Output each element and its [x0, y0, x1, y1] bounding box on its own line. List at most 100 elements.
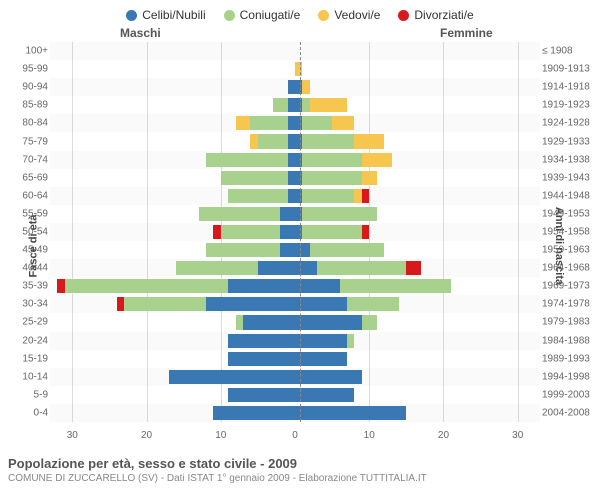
age-row: 40-441964-1968 — [50, 259, 540, 277]
bar-segment-celibi — [280, 207, 295, 221]
footer-title: Popolazione per età, sesso e stato civil… — [8, 456, 592, 471]
bar-group — [50, 225, 540, 239]
birth-year-label: 1979-1983 — [542, 317, 598, 328]
bar-group — [50, 44, 540, 58]
female-bars — [295, 207, 540, 221]
age-row: 60-641944-1948 — [50, 187, 540, 205]
x-tick: 30 — [67, 430, 78, 441]
age-row: 15-191989-1993 — [50, 350, 540, 368]
female-bars — [295, 370, 540, 384]
age-label: 40-44 — [4, 263, 48, 274]
bar-segment-coniugati — [228, 189, 287, 203]
male-bars — [50, 116, 295, 130]
bar-segment-divorziati — [362, 225, 369, 239]
age-label: 85-89 — [4, 100, 48, 111]
bar-segment-vedovi — [250, 134, 257, 148]
female-bars — [295, 171, 540, 185]
age-label: 10-14 — [4, 371, 48, 382]
male-bars — [50, 370, 295, 384]
bar-group — [50, 315, 540, 329]
male-bars — [50, 44, 295, 58]
bar-segment-celibi — [295, 243, 310, 257]
female-bars — [295, 261, 540, 275]
age-label: 45-49 — [4, 245, 48, 256]
female-bars — [295, 297, 540, 311]
age-label: 50-54 — [4, 226, 48, 237]
age-label: 55-59 — [4, 208, 48, 219]
female-bars — [295, 315, 540, 329]
bar-group — [50, 207, 540, 221]
bar-segment-coniugati — [221, 225, 280, 239]
x-tick: 10 — [364, 430, 375, 441]
female-bars — [295, 62, 540, 76]
legend-label: Divorziati/e — [414, 8, 473, 22]
birth-year-label: 1954-1958 — [542, 226, 598, 237]
age-row: 5-91999-2003 — [50, 386, 540, 404]
plot-area: Fasce di età Anni di nascita 100+≤ 19089… — [0, 42, 600, 450]
male-bars — [50, 153, 295, 167]
legend-swatch — [126, 10, 137, 21]
female-bars — [295, 116, 540, 130]
age-row: 20-241984-1988 — [50, 332, 540, 350]
birth-year-label: 1919-1923 — [542, 100, 598, 111]
birth-year-label: 1989-1993 — [542, 353, 598, 364]
bar-segment-celibi — [295, 388, 354, 402]
birth-year-label: ≤ 1908 — [542, 46, 598, 57]
male-bars — [50, 225, 295, 239]
gender-label-male: Maschi — [120, 26, 161, 40]
age-label: 95-99 — [4, 64, 48, 75]
male-bars — [50, 352, 295, 366]
legend-label: Vedovi/e — [334, 8, 380, 22]
age-row: 35-391969-1973 — [50, 277, 540, 295]
bar-segment-coniugati — [340, 279, 451, 293]
gender-labels: Maschi Femmine — [0, 26, 600, 42]
bar-segment-celibi — [258, 261, 295, 275]
bar-segment-coniugati — [302, 98, 309, 112]
birth-year-label: 1969-1973 — [542, 281, 598, 292]
bar-group — [50, 334, 540, 348]
bar-segment-vedovi — [354, 189, 361, 203]
age-row: 0-42004-2008 — [50, 404, 540, 422]
bar-segment-celibi — [295, 334, 347, 348]
bar-segment-celibi — [213, 406, 295, 420]
age-label: 90-94 — [4, 82, 48, 93]
male-bars — [50, 80, 295, 94]
bar-group — [50, 261, 540, 275]
legend-item: Coniugati/e — [224, 8, 301, 22]
age-row: 30-341974-1978 — [50, 295, 540, 313]
male-bars — [50, 98, 295, 112]
age-label: 30-34 — [4, 299, 48, 310]
bar-segment-divorziati — [406, 261, 421, 275]
female-bars — [295, 388, 540, 402]
female-bars — [295, 406, 540, 420]
bar-segment-celibi — [295, 98, 302, 112]
birth-year-label: 1974-1978 — [542, 299, 598, 310]
bar-segment-celibi — [228, 279, 295, 293]
male-bars — [50, 261, 295, 275]
bar-group — [50, 189, 540, 203]
bar-segment-celibi — [295, 116, 302, 130]
age-row: 100+≤ 1908 — [50, 42, 540, 60]
bar-group — [50, 388, 540, 402]
bar-segment-coniugati — [258, 134, 288, 148]
center-axis-line — [300, 42, 301, 422]
age-label: 75-79 — [4, 136, 48, 147]
birth-year-label: 1939-1943 — [542, 172, 598, 183]
bar-segment-celibi — [295, 406, 406, 420]
male-bars — [50, 406, 295, 420]
bar-segment-vedovi — [295, 62, 302, 76]
bar-segment-celibi — [295, 153, 302, 167]
legend-item: Celibi/Nubili — [126, 8, 205, 22]
birth-year-label: 1964-1968 — [542, 263, 598, 274]
male-bars — [50, 297, 295, 311]
age-row: 75-791929-1933 — [50, 132, 540, 150]
x-tick: 0 — [292, 430, 298, 441]
age-label: 65-69 — [4, 172, 48, 183]
female-bars — [295, 334, 540, 348]
legend-item: Divorziati/e — [398, 8, 473, 22]
bar-segment-celibi — [280, 243, 295, 257]
bar-group — [50, 370, 540, 384]
x-tick: 20 — [141, 430, 152, 441]
female-bars — [295, 134, 540, 148]
birth-year-label: 1924-1928 — [542, 118, 598, 129]
